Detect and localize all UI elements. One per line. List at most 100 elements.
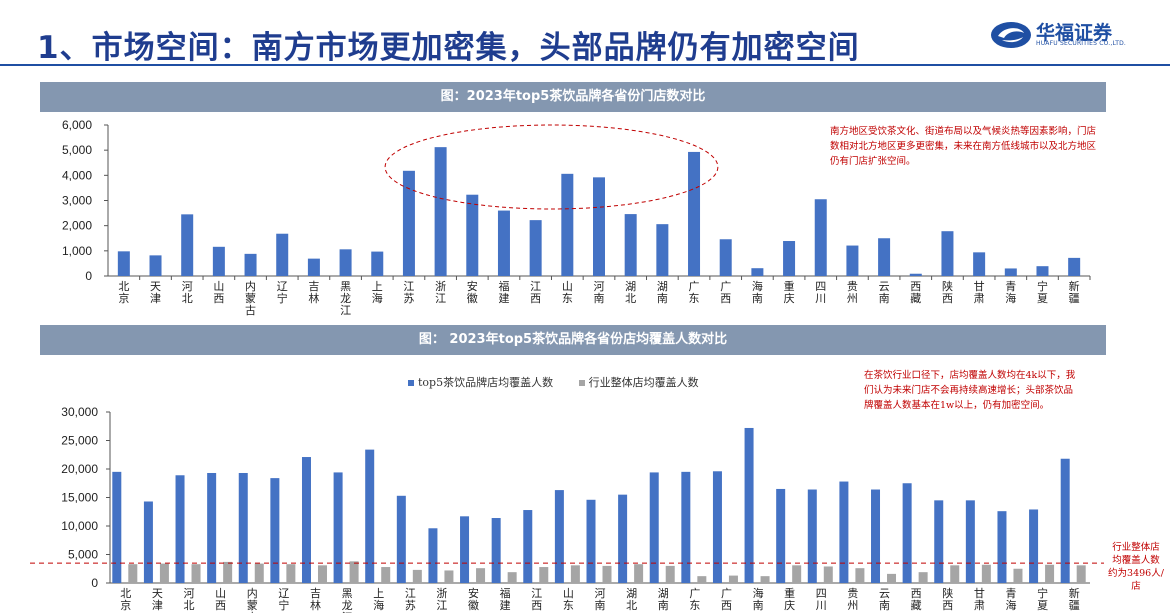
bar-top5 <box>839 481 849 583</box>
bar-top5 <box>112 471 122 583</box>
bar-industry <box>349 561 359 583</box>
logo-icon <box>991 22 1031 48</box>
legend-swatch-blue <box>408 380 414 386</box>
bar <box>656 224 669 276</box>
chart1-banner: 图：2023年top5茶饮品牌各省份门店数对比 <box>40 82 1106 112</box>
x-tick-label: 天津 <box>152 588 163 612</box>
chart2-banner: 图： 2023年top5茶饮品牌各省份店均覆盖人数对比 <box>40 325 1106 355</box>
bar <box>1068 257 1081 276</box>
bar <box>402 170 415 276</box>
bar <box>751 268 764 276</box>
bar-industry <box>1045 564 1055 583</box>
bar <box>434 147 447 276</box>
x-tick-label: 吉林 <box>308 280 319 305</box>
bar-top5 <box>776 488 786 583</box>
y-tick-label: 30,000 <box>61 405 98 419</box>
x-tick-label: 西藏 <box>911 588 922 612</box>
bar-industry <box>507 572 517 583</box>
bar <box>814 199 827 276</box>
x-tick-label: 山东 <box>563 587 574 612</box>
bar <box>497 210 510 276</box>
x-tick-label: 湖北 <box>625 280 636 305</box>
x-tick-label: 河北 <box>182 280 193 305</box>
x-tick-label: 陕西 <box>942 279 953 305</box>
chart1-note: 南方地区受饮茶文化、街道布局以及气候炎热等因素影响，门店数相对北方地区更多更密集… <box>830 126 1097 167</box>
bar-top5 <box>1060 458 1070 583</box>
legend-item-industry: 行业整体店均覆盖人数 <box>578 376 699 389</box>
header-divider <box>0 64 1170 66</box>
bar-top5 <box>744 427 754 583</box>
x-tick-label: 重庆 <box>784 279 795 305</box>
bar-top5 <box>207 472 217 583</box>
bar <box>783 241 796 276</box>
x-tick-label: 安徽 <box>468 586 479 612</box>
bar-industry <box>570 565 580 583</box>
bar <box>941 231 954 276</box>
bar-top5 <box>460 516 470 583</box>
x-tick-label: 山东 <box>562 280 573 305</box>
x-tick-label: 福建 <box>500 586 511 612</box>
x-tick-label: 福建 <box>498 279 509 305</box>
bar-industry <box>381 567 391 583</box>
bar-top5 <box>934 500 944 583</box>
store-count-chart: 0 1,000 2,000 3,000 4,000 5,000 6,000 北京天津河北山西内… <box>62 118 1091 317</box>
y-tick-label: 0 <box>85 269 92 283</box>
bar-top5 <box>491 518 501 583</box>
x-tick-label: 四川 <box>815 281 826 305</box>
x-tick-label: 云南 <box>879 281 890 305</box>
bar-top5 <box>143 501 153 583</box>
x-tick-label: 青海 <box>1005 280 1016 305</box>
x-tick-label: 宁夏 <box>1037 586 1048 612</box>
bar-industry <box>412 569 422 583</box>
bar-top5 <box>965 500 975 583</box>
x-tick-label: 河北 <box>184 587 195 612</box>
bar-industry <box>254 563 264 583</box>
x-tick-label: 天津 <box>150 281 161 305</box>
x-tick-label: 河南 <box>595 587 606 612</box>
x-tick-label: 海南 <box>753 586 764 612</box>
highlight-ellipse <box>384 124 719 210</box>
x-tick-label: 浙江 <box>435 280 446 305</box>
bar-industry <box>728 575 738 583</box>
x-tick-label: 湖北 <box>626 587 637 612</box>
bar-industry <box>665 565 675 583</box>
bar-top5 <box>997 511 1007 583</box>
bar <box>339 249 352 276</box>
bar-industry <box>317 565 327 583</box>
bar-industry <box>223 561 233 583</box>
bar <box>1004 268 1017 276</box>
bar-industry <box>286 564 296 583</box>
bar-industry <box>760 576 770 583</box>
x-tick-label: 贵州 <box>847 280 858 305</box>
bar-industry <box>444 570 454 583</box>
bar-industry <box>634 564 644 583</box>
x-tick-label: 北京 <box>118 280 129 305</box>
y-tick-label: 1,000 <box>62 244 92 258</box>
bar <box>466 194 479 276</box>
x-tick-label: 江苏 <box>403 280 414 305</box>
y-tick-label: 2,000 <box>62 219 92 233</box>
x-tick-label: 黑龙江 <box>340 280 351 317</box>
x-tick-label: 宁夏 <box>1037 279 1048 305</box>
x-tick-label: 四川 <box>816 588 827 612</box>
bar-top5 <box>270 478 280 583</box>
x-tick-label: 西藏 <box>910 281 921 305</box>
y-tick-label: 5,000 <box>68 548 98 562</box>
x-tick-label: 北京 <box>120 587 131 612</box>
y-tick-label: 25,000 <box>61 434 98 448</box>
coverage-chart: 0 5,000 10,000 15,000 20,000 25,000 30,000 北京天津… <box>30 405 1104 613</box>
x-tick-label: 广西 <box>721 587 732 612</box>
y-tick-label: 4,000 <box>62 168 92 182</box>
bar-top5 <box>618 494 628 583</box>
x-tick-label: 新疆 <box>1069 279 1080 305</box>
bar-industry <box>1076 565 1086 583</box>
bar-top5 <box>681 471 691 583</box>
bar-top5 <box>523 510 533 583</box>
bar <box>181 214 194 276</box>
bar-industry <box>476 568 486 583</box>
x-tick-label: 辽宁 <box>277 280 288 305</box>
x-tick-label: 江苏 <box>405 587 416 612</box>
x-tick-label: 内蒙古 <box>247 586 258 613</box>
x-tick-label: 贵州 <box>847 587 858 612</box>
x-tick-label: 海南 <box>752 279 763 305</box>
